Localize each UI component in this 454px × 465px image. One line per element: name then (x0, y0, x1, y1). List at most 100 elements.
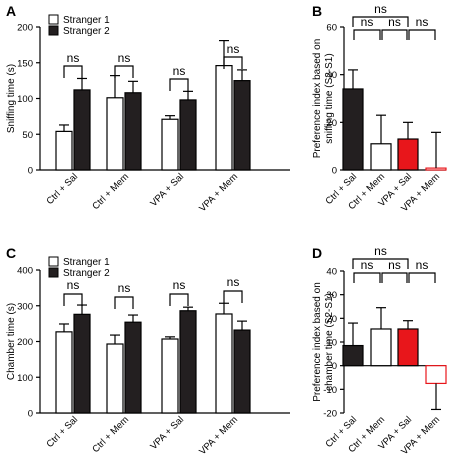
legend-swatch (48, 267, 59, 278)
bar (397, 328, 419, 367)
significance-bracket-outer (352, 16, 409, 27)
legend-label: Stranger 1 (63, 15, 110, 26)
x-tick-label: VPA + Sal (148, 414, 186, 452)
significance-label: ns (67, 278, 80, 292)
bar (342, 344, 364, 367)
y-tick-label: 0 (332, 361, 337, 372)
panel-letter-a: A (6, 3, 16, 19)
significance-bracket (114, 65, 134, 78)
y-tick-label: 30 (326, 290, 337, 301)
bar (73, 89, 91, 171)
y-tick-label: 60 (326, 23, 337, 34)
significance-label: ns (227, 42, 240, 56)
bar (161, 118, 179, 171)
bar (124, 92, 142, 171)
significance-label: ns (118, 51, 131, 65)
bar (215, 313, 233, 414)
significance-label: ns (173, 64, 186, 78)
legend-label: Stranger 2 (63, 268, 110, 279)
significance-label: ns (361, 15, 374, 29)
x-tick-label: Ctrl + Mem (90, 414, 131, 455)
bar (179, 310, 197, 414)
bar (215, 65, 233, 171)
bar (106, 97, 124, 171)
y-tick-label: 20 (326, 314, 337, 325)
significance-label: ns (374, 244, 387, 258)
y-tick-label: -10 (323, 385, 337, 396)
y-axis-title: Preference index based onsniffing time (… (312, 39, 335, 159)
y-tick-label: 0 (28, 409, 33, 420)
significance-bracket (408, 29, 436, 40)
significance-bracket (353, 272, 381, 283)
y-tick-label: 150 (17, 58, 33, 69)
significance-label: ns (67, 51, 80, 65)
x-tick-label: Ctrl + Mem (90, 171, 131, 212)
y-tick-label: 100 (17, 373, 33, 384)
y-tick-label: 300 (17, 301, 33, 312)
panel-letter-d: D (312, 245, 322, 261)
legend-label: Stranger 1 (63, 257, 110, 268)
y-tick-label: 0 (28, 166, 33, 177)
y-tick-label: 50 (22, 130, 33, 141)
bar (397, 138, 419, 171)
significance-label: ns (416, 258, 429, 272)
y-tick-label: 400 (17, 266, 33, 277)
y-tick-label: 10 (326, 338, 337, 349)
x-tick-label: VPA + Sal (148, 171, 186, 209)
significance-bracket (408, 272, 436, 283)
significance-bracket (381, 272, 408, 283)
significance-bracket (169, 293, 189, 306)
significance-label: ns (227, 275, 240, 289)
x-tick-label: Ctrl + Sal (45, 171, 81, 207)
legend-swatch (48, 14, 59, 25)
bar (425, 167, 447, 171)
significance-label: ns (374, 2, 387, 16)
y-tick-label: -20 (323, 409, 337, 420)
bar (124, 321, 142, 414)
y-axis-title: Preference index based onchamber time (S… (312, 282, 335, 402)
y-tick-label: 40 (326, 70, 337, 81)
y-axis-title: Chamber time (s) (6, 303, 17, 380)
legend-label: Stranger 2 (63, 26, 110, 37)
bar (425, 365, 447, 385)
significance-label: ns (388, 258, 401, 272)
significance-bracket (223, 290, 243, 303)
y-axis-title: Sniffing time (s) (6, 64, 17, 133)
y-tick-label: 200 (17, 23, 33, 34)
x-tick-label: Ctrl + Sal (45, 414, 81, 450)
significance-label: ns (416, 15, 429, 29)
y-tick-label: 200 (17, 337, 33, 348)
y-tick-label: 40 (326, 267, 337, 278)
significance-bracket (114, 296, 134, 309)
bar (73, 313, 91, 414)
bar (106, 343, 124, 414)
legend-swatch (48, 256, 59, 267)
bar (55, 130, 73, 171)
bar (370, 143, 392, 171)
x-tick-label: VPA + Mem (197, 414, 240, 457)
bar (342, 88, 364, 171)
legend-swatch (48, 25, 59, 36)
bar (370, 328, 392, 367)
significance-label: ns (173, 278, 186, 292)
y-tick-label: 100 (17, 94, 33, 105)
significance-label: ns (388, 15, 401, 29)
significance-bracket (223, 56, 243, 69)
significance-label: ns (361, 258, 374, 272)
significance-bracket (63, 293, 83, 306)
significance-bracket (169, 78, 189, 91)
significance-bracket (381, 29, 408, 40)
significance-bracket-outer (352, 258, 409, 269)
bar (233, 329, 251, 414)
y-tick-label: 0 (332, 166, 337, 177)
bar (233, 80, 251, 171)
bar (161, 338, 179, 414)
x-tick-label: VPA + Mem (197, 171, 240, 214)
significance-bracket (353, 29, 381, 40)
bar (179, 99, 197, 171)
panel-letter-b: B (312, 3, 322, 19)
y-tick-label: 20 (326, 118, 337, 129)
significance-label: ns (118, 281, 131, 295)
significance-bracket (63, 65, 83, 78)
